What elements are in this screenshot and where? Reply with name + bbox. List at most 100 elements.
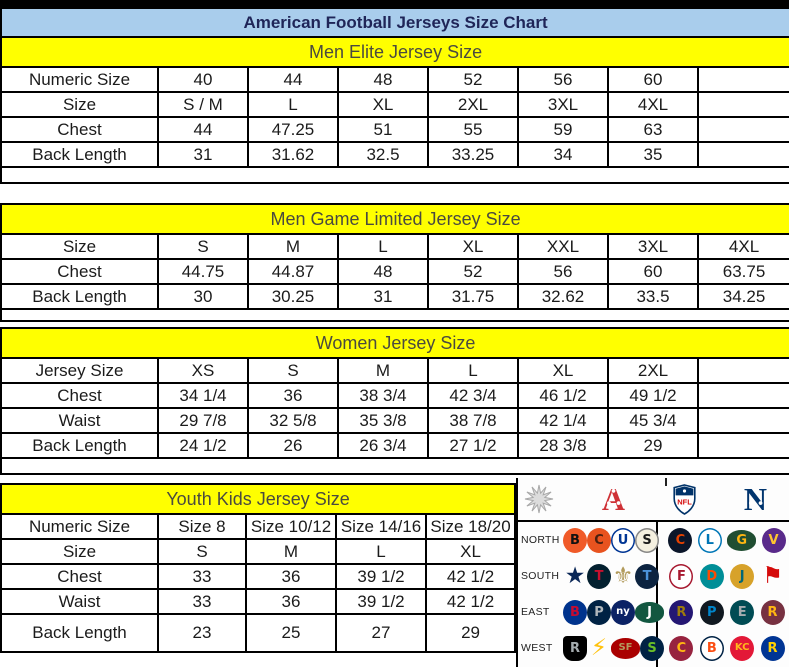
- value-cell: L: [335, 538, 427, 565]
- value-cell: M: [337, 357, 429, 384]
- table-row: Chest 33 36 39 1/2 42 1/2: [0, 563, 517, 590]
- value-cell: 29: [607, 432, 699, 459]
- value-cell: 23: [157, 613, 247, 653]
- browns-logo: C: [587, 527, 611, 553]
- division-label: EAST: [521, 606, 550, 618]
- section-header-men-elite: Men Elite Jersey Size: [0, 36, 789, 68]
- value-cell: Size 18/20: [424, 513, 517, 540]
- bengals-logo: B: [563, 527, 587, 553]
- value-cell: 42 1/2: [424, 588, 517, 615]
- value-cell: 33.5: [607, 283, 699, 310]
- nfl-shield-icon: NFL: [673, 483, 696, 515]
- table-row: Numeric Size 40 44 48 52 56 60: [0, 66, 789, 93]
- value-cell: [696, 407, 789, 434]
- row-label-cell: Size: [0, 233, 159, 260]
- row-label-cell: Chest: [0, 382, 159, 409]
- value-cell: Size 8: [157, 513, 247, 540]
- value-cell: S / M: [157, 91, 249, 118]
- value-cell: 4XL: [607, 91, 699, 118]
- division-label: SOUTH: [521, 570, 560, 582]
- value-cell: 38 7/8: [427, 407, 519, 434]
- empty-tail-row: [0, 308, 789, 322]
- value-cell: 56: [517, 258, 609, 285]
- chiefs-logo: KC: [730, 635, 755, 661]
- chargers-logo: ⚡: [590, 634, 608, 661]
- section-header-row: Women Jersey Size: [0, 327, 789, 359]
- value-cell: 2XL: [427, 91, 519, 118]
- cowboys-logo: ★: [564, 562, 586, 589]
- afc-team-group: R ⚡ SF S: [563, 634, 664, 661]
- value-cell: L: [337, 233, 429, 260]
- row-label-cell: Size: [0, 91, 159, 118]
- value-cell: 25: [245, 613, 337, 653]
- raiders-logo: R: [563, 635, 587, 661]
- value-cell: [696, 432, 789, 459]
- value-cell: 32 5/8: [247, 407, 339, 434]
- nfl-shield-label: NFL: [677, 497, 692, 506]
- value-cell: [696, 66, 789, 93]
- division-row: WEST R ⚡ SF S C B KC R: [518, 630, 789, 666]
- value-cell: 44.75: [157, 258, 249, 285]
- lions-logo: L: [697, 527, 722, 553]
- section-header-men-game-limited: Men Game Limited Jersey Size: [0, 203, 789, 235]
- value-cell: 39 1/2: [335, 563, 427, 590]
- bears-logo: C: [668, 527, 693, 553]
- value-cell: XL: [427, 233, 519, 260]
- section-header-row: Men Game Limited Jersey Size: [0, 203, 789, 235]
- nfc-team-group: F D J ⚑: [663, 563, 789, 589]
- empty-cell: [0, 457, 789, 475]
- bills-logo: B: [563, 599, 587, 625]
- value-cell: 45 3/4: [607, 407, 699, 434]
- value-cell: 42 1/2: [424, 563, 517, 590]
- section-header-row: Youth Kids Jersey Size: [0, 483, 517, 515]
- value-cell: [696, 91, 789, 118]
- jaguars-logo: J: [730, 563, 755, 589]
- row-label-cell: Numeric Size: [0, 66, 159, 93]
- value-cell: 35 3/8: [337, 407, 429, 434]
- value-cell: 26: [247, 432, 339, 459]
- eagles-logo: E: [730, 599, 755, 625]
- value-cell: XXL: [517, 233, 609, 260]
- value-cell: 38 3/4: [337, 382, 429, 409]
- value-cell: 29: [424, 613, 517, 653]
- value-cell: 33: [157, 588, 247, 615]
- ravens-logo: R: [669, 599, 694, 625]
- packers-logo: G: [727, 529, 757, 551]
- row-label-cell: Numeric Size: [0, 513, 159, 540]
- value-cell: XS: [157, 357, 249, 384]
- value-cell: 36: [247, 382, 339, 409]
- nfc-conference-logo: N: [743, 481, 768, 517]
- value-cell: 3XL: [517, 91, 609, 118]
- titans-logo: T: [635, 563, 659, 589]
- value-cell: M: [245, 538, 337, 565]
- jets-logo: J: [635, 601, 664, 623]
- value-cell: 60: [607, 258, 699, 285]
- table-row: Chest 34 1/4 36 38 3/4 42 3/4 46 1/2 49 1/2: [0, 382, 789, 409]
- value-cell: 30.25: [247, 283, 339, 310]
- value-cell: XL: [517, 357, 609, 384]
- value-cell: 33.25: [427, 141, 519, 168]
- steelers-logo: S: [635, 527, 659, 553]
- empty-tail-row: [0, 166, 789, 184]
- value-cell: 63.75: [696, 258, 789, 285]
- value-cell: 3XL: [607, 233, 699, 260]
- division-row: NORTH B C U S C L G V: [518, 522, 789, 558]
- value-cell: [696, 116, 789, 143]
- table-row: Waist 33 36 39 1/2 42 1/2: [0, 588, 517, 615]
- value-cell: 59: [517, 116, 609, 143]
- table-row: Size S / M L XL 2XL 3XL 4XL: [0, 91, 789, 118]
- top-border-bar: [0, 0, 789, 7]
- value-cell: M: [247, 233, 339, 260]
- value-cell: 42 1/4: [517, 407, 609, 434]
- value-cell: 46 1/2: [517, 382, 609, 409]
- broncos-logo: B: [699, 635, 724, 661]
- panthers-logo: P: [699, 599, 724, 625]
- row-label-cell: Waist: [0, 588, 159, 615]
- title-row: American Football Jerseys Size Chart: [0, 7, 789, 38]
- division-row: SOUTH ★ T ⚜ T F D J ⚑: [518, 558, 789, 594]
- value-cell: 31: [157, 141, 249, 168]
- value-cell: 29 7/8: [157, 407, 249, 434]
